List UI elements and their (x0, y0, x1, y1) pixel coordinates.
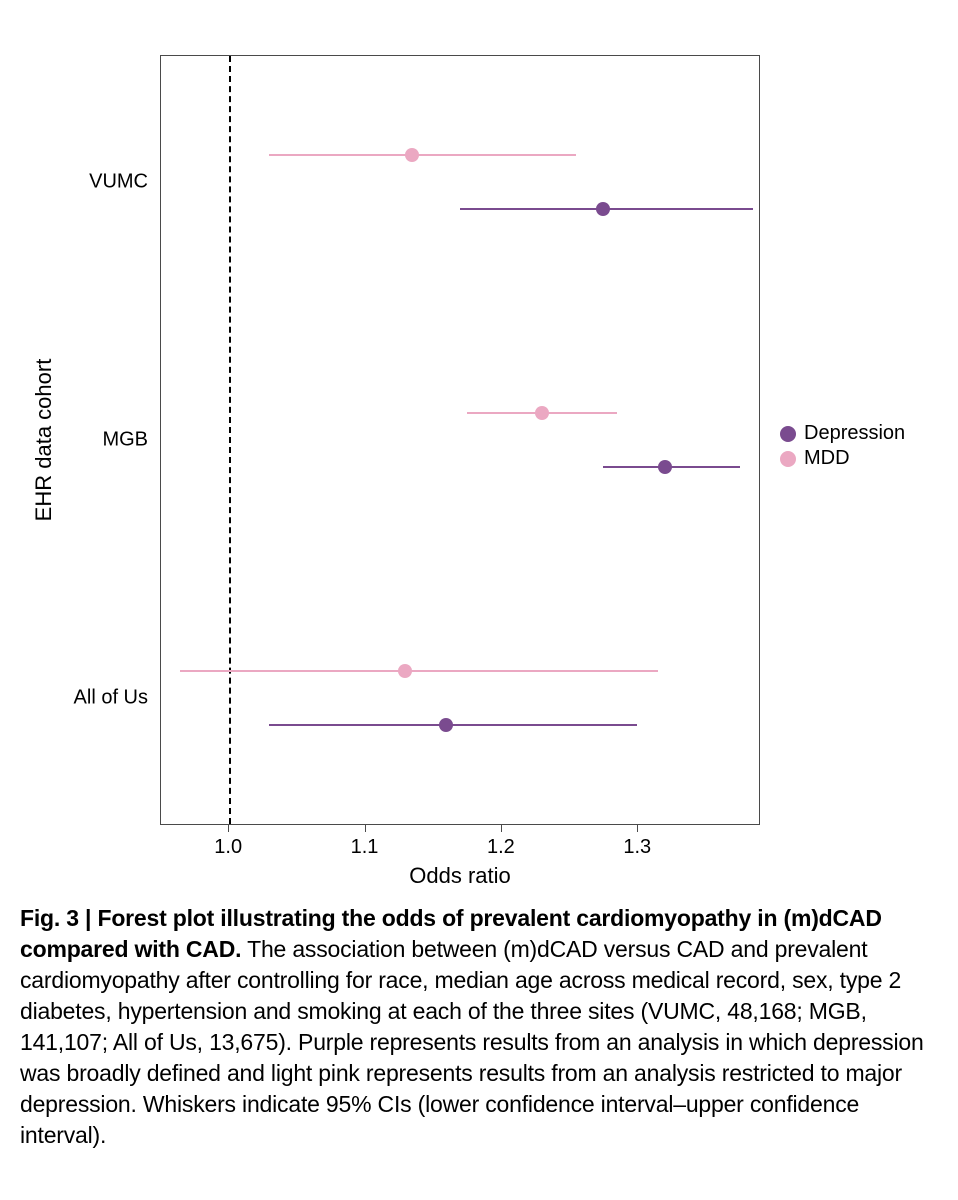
x-axis-title: Odds ratio (409, 863, 511, 889)
y-tick-label: All of Us (20, 686, 148, 709)
legend: DepressionMDD (780, 420, 905, 472)
point-estimate (658, 460, 672, 474)
reference-line (229, 56, 231, 824)
x-tick (365, 825, 366, 832)
legend-item: Depression (780, 422, 905, 445)
plot-area (160, 55, 760, 825)
ci-whisker (180, 670, 657, 672)
caption-body: The association between (m)dCAD versus C… (20, 936, 924, 1148)
forest-plot: 1.01.11.21.3Odds ratioEHR data cohortVUM… (20, 20, 940, 895)
point-estimate (398, 664, 412, 678)
legend-label: Depression (804, 422, 905, 445)
y-tick-label: VUMC (20, 171, 148, 194)
x-tick (228, 825, 229, 832)
x-tick-label: 1.2 (487, 836, 515, 859)
x-tick (637, 825, 638, 832)
legend-item: MDD (780, 447, 905, 470)
x-tick-label: 1.1 (351, 836, 379, 859)
point-estimate (535, 406, 549, 420)
x-tick-label: 1.3 (623, 836, 651, 859)
y-tick-label: MGB (20, 429, 148, 452)
legend-marker-icon (780, 426, 796, 442)
point-estimate (405, 148, 419, 162)
point-estimate (439, 718, 453, 732)
figure-caption: Fig. 3 | Forest plot illustrating the od… (20, 903, 940, 1151)
point-estimate (596, 202, 610, 216)
x-tick (501, 825, 502, 832)
figure-container: 1.01.11.21.3Odds ratioEHR data cohortVUM… (0, 0, 958, 1194)
x-tick-label: 1.0 (214, 836, 242, 859)
caption-label: Fig. 3 | (20, 905, 97, 931)
legend-label: MDD (804, 447, 850, 470)
legend-marker-icon (780, 451, 796, 467)
ci-whisker (269, 154, 576, 156)
